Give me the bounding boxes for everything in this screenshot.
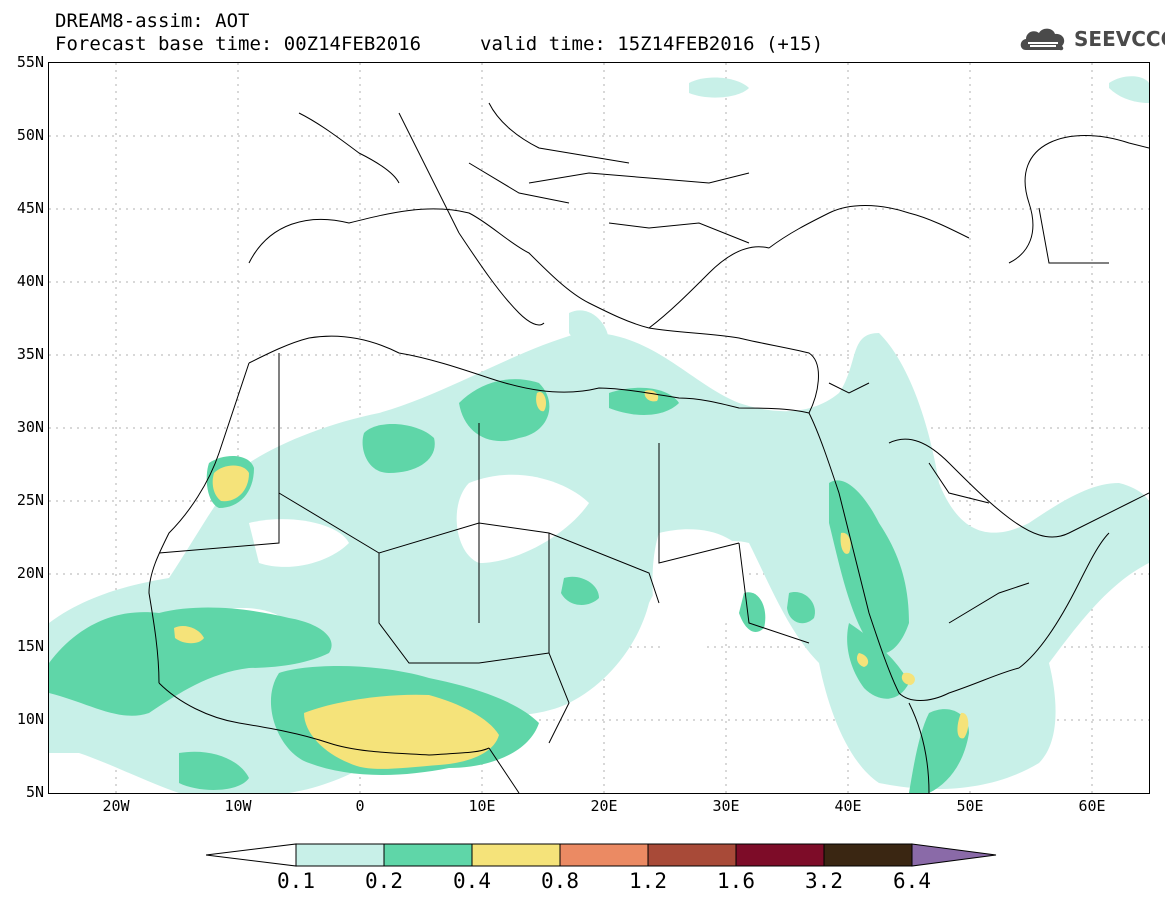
lat-label: 35N bbox=[16, 345, 44, 363]
lon-label: 10W bbox=[224, 797, 252, 815]
legend-swatch bbox=[647, 843, 737, 867]
lon-label: 20E bbox=[590, 797, 618, 815]
legend-level-label: 3.2 bbox=[805, 869, 843, 893]
aot-contour-0-4 bbox=[174, 390, 969, 769]
lat-label: 40N bbox=[16, 272, 44, 290]
lat-label: 50N bbox=[16, 126, 44, 144]
map-title: DREAM8-assim: AOT bbox=[55, 10, 250, 32]
legend-swatch bbox=[735, 843, 825, 867]
valid-time: valid time: 15Z14FEB2016 (+15) bbox=[480, 33, 824, 55]
lon-label: 10E bbox=[468, 797, 496, 815]
lon-label: 60E bbox=[1078, 797, 1106, 815]
coastlines-borders bbox=[148, 102, 1149, 793]
seevccc-logo: SEEVCCC bbox=[1018, 24, 1165, 54]
map-area bbox=[48, 62, 1150, 794]
cloud-logo-icon bbox=[1020, 28, 1065, 51]
legend-level-label: 1.2 bbox=[629, 869, 667, 893]
lat-label: 25N bbox=[16, 491, 44, 509]
lon-label: 40E bbox=[834, 797, 862, 815]
map-canvas bbox=[49, 63, 1149, 793]
legend-level-label: 0.1 bbox=[277, 869, 315, 893]
lon-label: 0 bbox=[355, 797, 365, 815]
lat-label: 20N bbox=[16, 564, 44, 582]
lon-label: 50E bbox=[956, 797, 984, 815]
legend-level-label: 0.2 bbox=[365, 869, 403, 893]
legend-swatch bbox=[295, 843, 385, 867]
aot-contour-0-1 bbox=[49, 76, 1149, 793]
legend-swatch bbox=[823, 843, 913, 867]
legend-arrow-low bbox=[206, 843, 297, 867]
legend-swatch bbox=[471, 843, 561, 867]
legend-level-label: 1.6 bbox=[717, 869, 755, 893]
lat-label: 55N bbox=[16, 53, 44, 71]
legend-level-label: 0.8 bbox=[541, 869, 579, 893]
legend-swatch bbox=[383, 843, 473, 867]
lat-label: 10N bbox=[16, 710, 44, 728]
legend-swatch bbox=[559, 843, 649, 867]
forecast-base-time: Forecast base time: 00Z14FEB2016 bbox=[55, 33, 422, 55]
lat-label: 15N bbox=[16, 637, 44, 655]
legend-level-label: 0.4 bbox=[453, 869, 491, 893]
lon-label: 20W bbox=[102, 797, 130, 815]
color-legend bbox=[206, 843, 997, 867]
lat-label: 5N bbox=[25, 783, 44, 801]
legend-arrow-high bbox=[911, 843, 997, 867]
logo-text: SEEVCCC bbox=[1074, 27, 1165, 51]
lon-label: 30E bbox=[712, 797, 740, 815]
legend-level-label: 6.4 bbox=[893, 869, 931, 893]
lat-label: 45N bbox=[16, 199, 44, 217]
lat-label: 30N bbox=[16, 418, 44, 436]
